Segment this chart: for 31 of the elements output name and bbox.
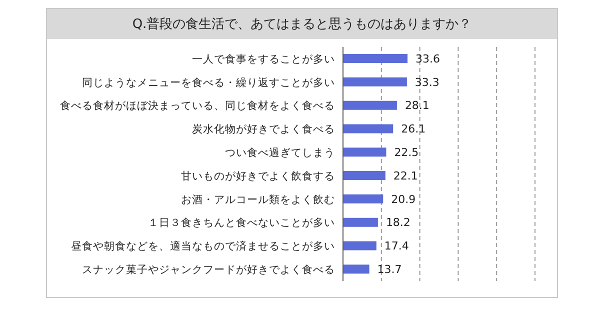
data-label: 17.4 [384,240,409,253]
chart-title: Q.普段の食生活で、あてはまると思うものはありますか？ [47,9,557,39]
data-label: 33.6 [416,52,440,66]
bar [343,241,376,250]
data-label: 20.9 [391,192,416,206]
bar [343,100,397,110]
y-tick-label: 昼食や朝食などを、適当なもので済ませることが多い [71,240,335,253]
y-tick-label: 同じようなメニューを食べる・繰り返すことが多い [82,76,335,89]
data-label: 22.5 [394,146,419,160]
data-label: 28.1 [404,99,430,112]
y-tick-label: つい食べ過ぎてしまう [225,147,335,160]
y-tick-label: お酒・アルコール類をよく飲む [181,192,335,206]
data-label: 26.1 [401,122,426,136]
bar [343,171,386,180]
y-tick-label: 食べる食材がほぼ決まっている、同じ食材をよく食べる [60,99,335,112]
data-label: 18.2 [386,216,410,230]
bar [343,194,384,204]
bar [343,148,386,157]
bar [343,124,394,134]
bar [343,264,370,274]
data-label: 22.1 [393,169,418,182]
y-tick-label: 一人で食事をすることが多い [192,52,335,66]
y-tick-label: 炭水化物が好きでよく食べる [192,122,335,136]
y-tick-label: 甘いものが好きでよく飲食する [181,169,335,182]
bar [343,54,408,64]
bar [343,77,407,86]
data-label: 33.3 [414,76,440,89]
data-label: 13.7 [377,263,402,276]
y-tick-label: １日３食きちんと食べないことが多い [148,217,335,230]
bar [343,218,378,227]
y-tick-label: スナック菓子やジャンクフードが好きでよく食べる [82,263,335,276]
